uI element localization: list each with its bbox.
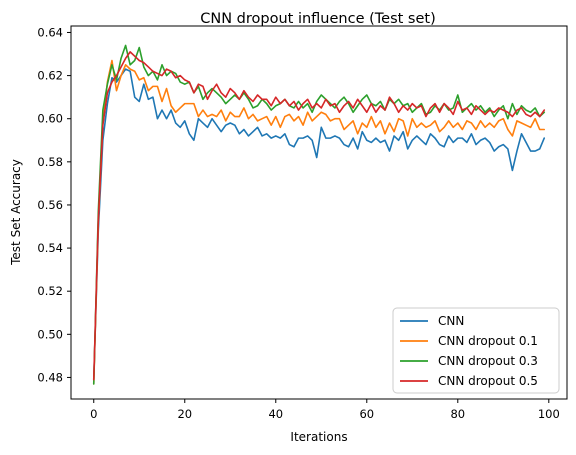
legend: CNN CNN dropout 0.1 CNN dropout 0.3 CNN dro… xyxy=(392,307,560,394)
y-tick-label: 0.62 xyxy=(37,69,63,83)
chart-title: CNN dropout influence (Test set) xyxy=(200,11,436,27)
x-tick-label: 60 xyxy=(359,407,374,421)
y-axis-label: Test Set Accuracy xyxy=(9,159,23,266)
x-tick-label: 0 xyxy=(90,407,97,421)
y-tick-label: 0.58 xyxy=(37,155,63,169)
series-line-4 xyxy=(92,51,546,381)
y-tick-label: 0.56 xyxy=(37,198,63,212)
series-layer xyxy=(92,44,546,385)
y-tick-label: 0.60 xyxy=(37,112,63,126)
legend-label: CNN dropout 0.1 xyxy=(438,334,538,348)
series-line-3 xyxy=(92,44,546,385)
y-tick-label: 0.50 xyxy=(37,327,63,341)
legend-label: CNN dropout 0.3 xyxy=(438,354,538,368)
y-tick-label: 0.64 xyxy=(37,25,63,39)
legend-items: CNN CNN dropout 0.1 CNN dropout 0.3 CNN dro… xyxy=(400,314,538,388)
y-tick-label: 0.54 xyxy=(37,241,63,255)
series-line-1 xyxy=(92,68,546,381)
x-tick-label: 80 xyxy=(450,407,465,421)
plot-frame xyxy=(70,25,568,400)
x-axis-label: Iterations xyxy=(290,430,347,444)
legend-box xyxy=(392,307,560,394)
series-line-2 xyxy=(92,59,546,385)
x-tick-label: 100 xyxy=(538,407,560,421)
legend-label: CNN xyxy=(438,314,464,328)
y-tick-label: 0.52 xyxy=(37,284,63,298)
x-tick-label: 40 xyxy=(268,407,283,421)
tick-layer: 0 20 40 60 80 100 0.48 0.50 0.52 0.54 0.56 0.58 0.60… xyxy=(37,25,559,421)
x-tick-label: 20 xyxy=(177,407,192,421)
y-tick-label: 0.48 xyxy=(37,370,63,384)
legend-label: CNN dropout 0.5 xyxy=(438,374,538,388)
